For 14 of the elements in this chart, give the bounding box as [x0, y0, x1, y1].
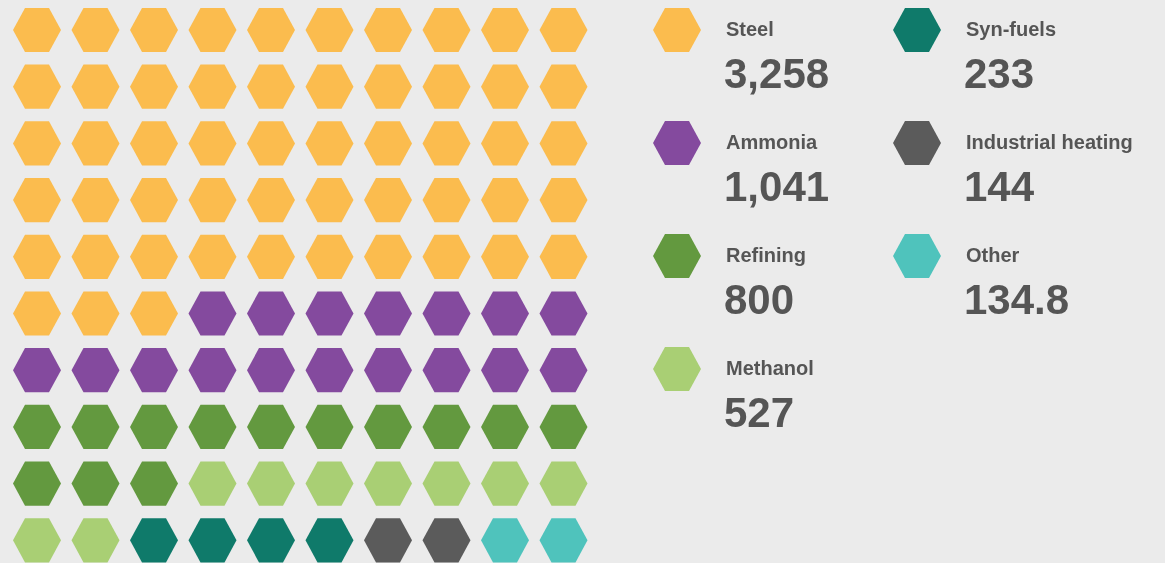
data-label: 527 — [724, 389, 795, 436]
data-label: 144 — [964, 163, 1035, 210]
data-label: 1,041 — [724, 163, 830, 210]
category-label: Methanol — [726, 357, 814, 379]
data-label: 3,258 — [724, 50, 830, 97]
category-label: Industrial heating — [966, 131, 1133, 153]
category-label: Other — [966, 244, 1020, 266]
category-label: Syn-fuels — [966, 18, 1057, 40]
category-label: Ammonia — [726, 131, 818, 153]
category-label: Refining — [726, 244, 806, 266]
data-label: 233 — [964, 50, 1035, 97]
category-label: Steel — [726, 18, 774, 40]
data-label: 134.8 — [964, 276, 1070, 323]
data-label: 800 — [724, 276, 795, 323]
